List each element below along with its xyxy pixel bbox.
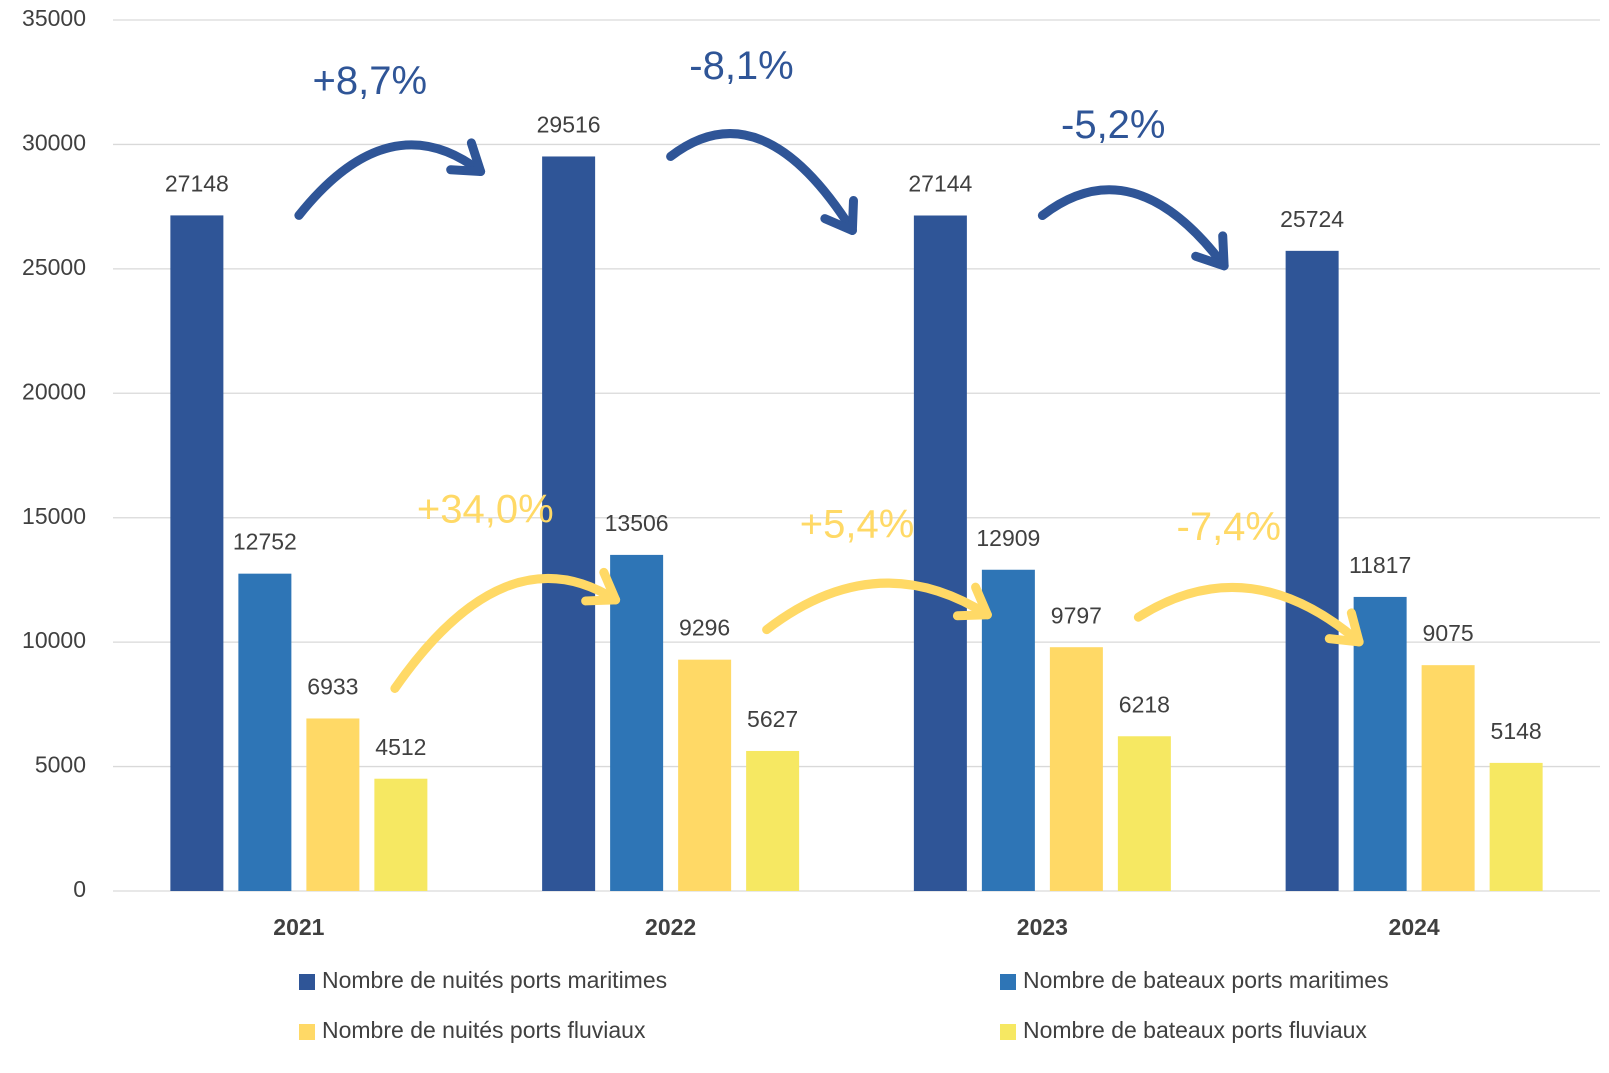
bar	[1353, 596, 1407, 891]
bar	[678, 659, 732, 891]
legend-label: Nombre de bateaux ports fluviaux	[1023, 1017, 1367, 1043]
annotation: -8,1%	[689, 44, 794, 88]
bar	[981, 569, 1035, 891]
bar	[238, 573, 292, 891]
bar	[1489, 762, 1543, 891]
value-label: 9296	[679, 615, 730, 641]
y-tick-label: 10000	[22, 627, 86, 653]
value-label: 6218	[1119, 691, 1170, 717]
annotation-arrow	[294, 140, 486, 220]
value-label: 12752	[233, 529, 297, 555]
bar	[374, 778, 428, 891]
value-label: 11817	[1349, 552, 1411, 578]
y-tick-label: 15000	[22, 503, 86, 529]
value-label: 4512	[375, 734, 426, 760]
value-label: 13506	[605, 510, 669, 536]
bar	[610, 554, 664, 891]
annotation-arrowhead	[446, 138, 486, 176]
y-tick-label: 0	[73, 876, 86, 902]
legend-swatch	[299, 974, 315, 990]
bar	[1049, 647, 1103, 891]
annotation: -5,2%	[1061, 103, 1166, 147]
bar	[306, 718, 360, 891]
value-label: 5627	[747, 706, 798, 732]
annotation-arrow	[390, 574, 621, 693]
annotation-arrowhead	[1324, 608, 1364, 647]
legend-label: Nombre de nuités ports fluviaux	[322, 1017, 646, 1043]
annotation: +34,0%	[417, 487, 554, 531]
x-tick-label: 2023	[1017, 914, 1068, 940]
y-tick-label: 5000	[35, 752, 86, 778]
bar	[170, 215, 224, 891]
value-label: 29516	[537, 112, 601, 138]
legend-label: Nombre de bateaux ports maritimes	[1023, 967, 1389, 993]
value-label: 6933	[307, 674, 358, 700]
y-tick-label: 20000	[22, 378, 86, 404]
bar	[1285, 250, 1339, 891]
annotation-arrow	[1037, 185, 1229, 271]
annotation-arrowhead	[952, 582, 992, 621]
value-label: 5148	[1491, 718, 1542, 744]
y-tick-label: 35000	[22, 5, 86, 31]
value-label: 25724	[1280, 206, 1344, 232]
legend-label: Nombre de nuités ports maritimes	[322, 967, 667, 993]
value-label: 9797	[1051, 602, 1102, 628]
legend-swatch	[299, 1024, 315, 1040]
bar	[746, 750, 800, 891]
annotation: +8,7%	[312, 59, 427, 103]
y-tick-label: 25000	[22, 254, 86, 280]
bar	[913, 215, 967, 891]
y-tick-label: 30000	[22, 130, 86, 156]
annotation: +5,4%	[800, 502, 915, 546]
legend-swatch	[1000, 1024, 1016, 1040]
x-tick-label: 2021	[273, 914, 324, 940]
value-label: 9075	[1423, 620, 1474, 646]
annotation-arrow	[762, 578, 992, 635]
annotation-arrow	[666, 129, 857, 236]
bar	[1117, 736, 1171, 891]
annotation: -7,4%	[1177, 505, 1282, 549]
annotation-arrow	[1133, 582, 1364, 647]
annotation-arrowhead	[581, 567, 621, 606]
x-tick-label: 2022	[645, 914, 696, 940]
value-label: 27144	[908, 171, 972, 197]
annotation-arrowhead	[1191, 231, 1229, 271]
x-tick-label: 2024	[1389, 914, 1440, 940]
legend-swatch	[1000, 974, 1016, 990]
annotation-arrowhead	[820, 196, 858, 236]
bar	[1421, 665, 1475, 891]
bar	[542, 156, 596, 891]
value-label: 12909	[976, 525, 1040, 551]
value-label: 27148	[165, 170, 229, 196]
